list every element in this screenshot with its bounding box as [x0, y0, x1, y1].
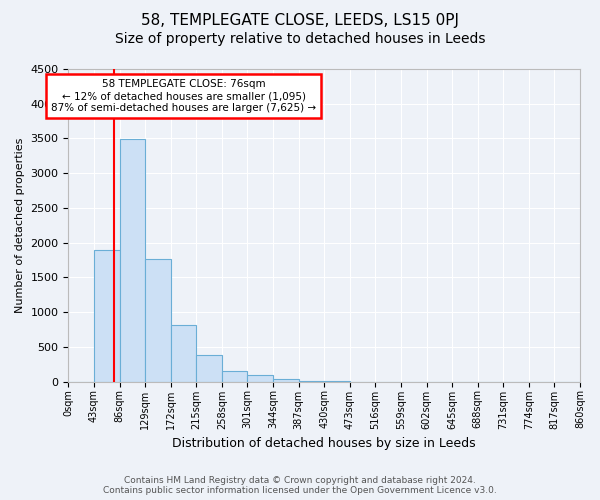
Bar [222, 371, 247, 382]
Bar [299, 381, 324, 382]
Y-axis label: Number of detached properties: Number of detached properties [15, 138, 25, 313]
Bar [145, 260, 171, 382]
Text: 58 TEMPLEGATE CLOSE: 76sqm
← 12% of detached houses are smaller (1,095)
87% of s: 58 TEMPLEGATE CLOSE: 76sqm ← 12% of deta… [51, 80, 316, 112]
Text: 58, TEMPLEGATE CLOSE, LEEDS, LS15 0PJ: 58, TEMPLEGATE CLOSE, LEEDS, LS15 0PJ [141, 12, 459, 28]
Bar [273, 379, 299, 382]
Text: Size of property relative to detached houses in Leeds: Size of property relative to detached ho… [115, 32, 485, 46]
Text: Contains HM Land Registry data © Crown copyright and database right 2024.
Contai: Contains HM Land Registry data © Crown c… [103, 476, 497, 495]
Bar [196, 354, 222, 382]
Bar [119, 139, 145, 382]
X-axis label: Distribution of detached houses by size in Leeds: Distribution of detached houses by size … [172, 437, 476, 450]
Bar [94, 250, 119, 382]
Bar [171, 326, 196, 382]
Bar [247, 375, 273, 382]
